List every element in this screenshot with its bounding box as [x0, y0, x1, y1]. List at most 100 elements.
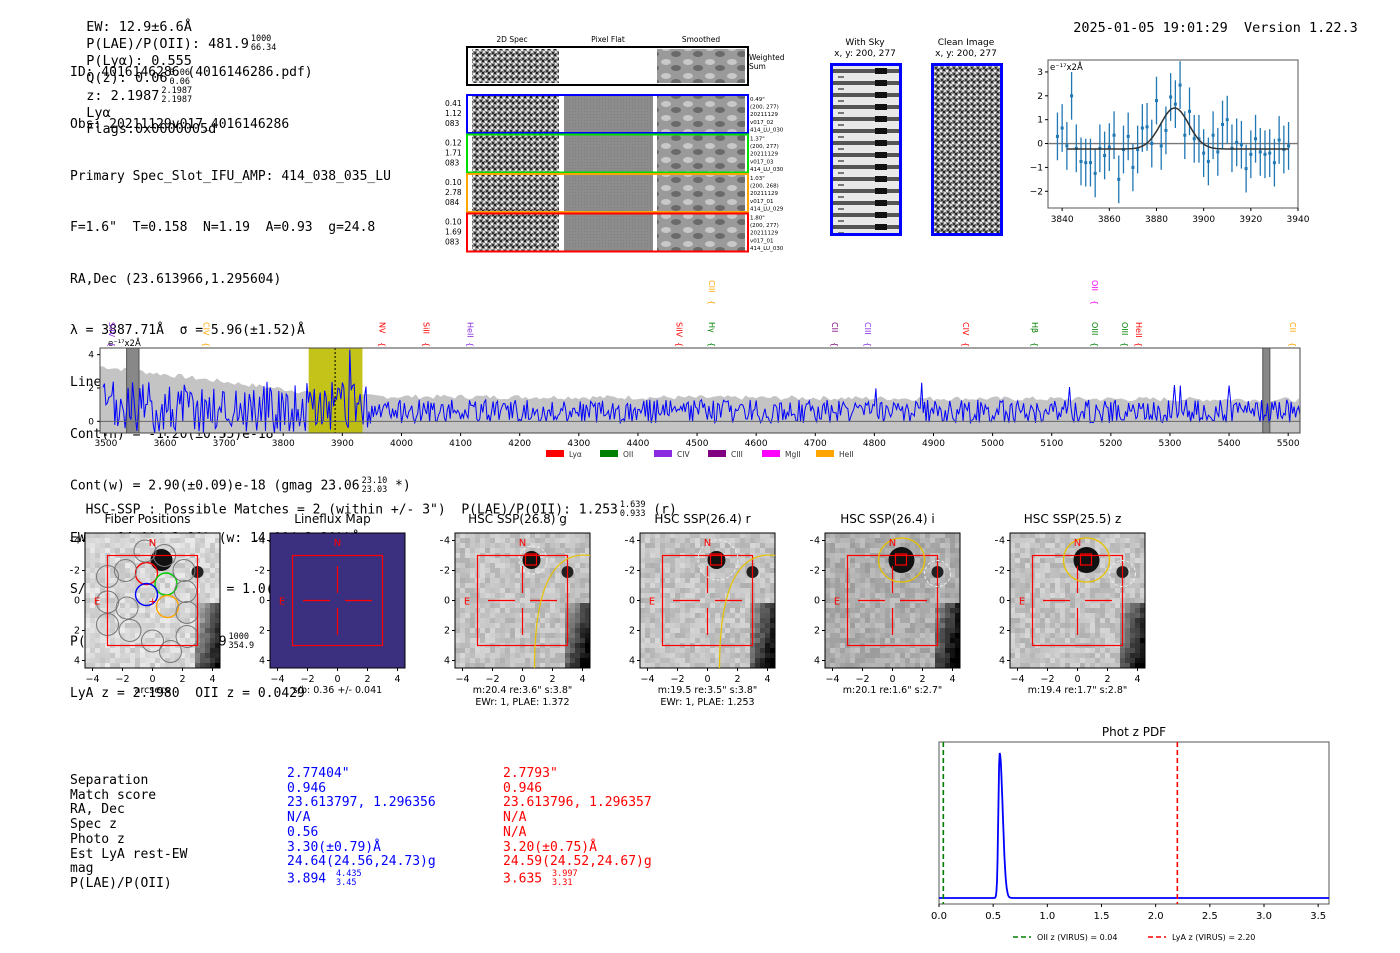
pixel — [570, 658, 575, 663]
pixel — [95, 568, 100, 573]
pixel — [150, 603, 155, 608]
pixel — [690, 583, 695, 588]
pixel — [1100, 633, 1105, 638]
pixel — [580, 603, 585, 608]
pixel — [910, 583, 915, 588]
pixel — [1135, 663, 1140, 668]
pixel — [1060, 608, 1065, 613]
pixel — [530, 663, 535, 668]
pixel — [1015, 653, 1020, 658]
pixel — [135, 563, 140, 568]
pixel — [680, 558, 685, 563]
pixel — [920, 618, 925, 623]
pixel — [535, 538, 540, 543]
pixel — [1025, 548, 1030, 553]
pixel — [700, 548, 705, 553]
pixel — [1080, 588, 1085, 593]
pixel — [700, 533, 705, 538]
pixel — [465, 658, 470, 663]
pixel — [550, 658, 555, 663]
pixel — [1010, 618, 1015, 623]
match-blue-values: 2.77404" 0.946 23.613797, 1.296356 N/A 0.56 3… — [287, 766, 436, 888]
pixel — [940, 663, 945, 668]
pixel — [540, 618, 545, 623]
pixel — [575, 548, 580, 553]
pixel — [680, 608, 685, 613]
pixel — [905, 648, 910, 653]
pixel — [125, 603, 130, 608]
pixel — [130, 563, 135, 568]
pixel — [900, 543, 905, 548]
pixel — [735, 603, 740, 608]
pixel — [465, 533, 470, 538]
pixel — [835, 618, 840, 623]
pixel — [1115, 588, 1120, 593]
pixel — [205, 638, 210, 643]
x-tick-label: 2.0 — [1148, 911, 1164, 922]
pixel — [1110, 663, 1115, 668]
pixel — [190, 613, 195, 618]
legend-item: CIV — [654, 450, 690, 459]
pixel — [135, 593, 140, 598]
pixel — [515, 628, 520, 633]
pixel — [115, 558, 120, 563]
compass-north: N — [334, 538, 341, 549]
pixel — [720, 623, 725, 628]
pixel — [920, 563, 925, 568]
data-point — [1216, 150, 1220, 154]
pixel — [190, 608, 195, 613]
pixel — [495, 593, 500, 598]
pixel — [700, 663, 705, 668]
pixel — [835, 663, 840, 668]
pixel — [825, 648, 830, 653]
pixel — [580, 633, 585, 638]
pixel — [640, 643, 645, 648]
pixel — [1060, 588, 1065, 593]
match-plae-range: 4.435 3.45 — [335, 868, 362, 888]
pixel — [720, 583, 725, 588]
pixel — [490, 648, 495, 653]
pixel — [915, 628, 920, 633]
pixel — [945, 583, 950, 588]
pixel — [880, 638, 885, 643]
pixel — [925, 533, 930, 538]
pixel — [1125, 573, 1130, 578]
pixel — [180, 573, 185, 578]
pixel — [860, 638, 865, 643]
pixel — [860, 533, 865, 538]
pixel — [1140, 623, 1145, 628]
pixel — [530, 618, 535, 623]
pixel — [670, 603, 675, 608]
pixel — [510, 623, 515, 628]
pixel — [1030, 663, 1035, 668]
pixel — [760, 663, 765, 668]
pixel — [665, 658, 670, 663]
pixel — [770, 588, 775, 593]
pixel — [835, 603, 840, 608]
pixel — [515, 623, 520, 628]
pixel — [1085, 593, 1090, 598]
pixel — [575, 658, 580, 663]
pixel — [1055, 623, 1060, 628]
pixel — [1055, 558, 1060, 563]
pixel — [725, 588, 730, 593]
pixel — [185, 638, 190, 643]
pixel — [215, 598, 220, 603]
pixel — [210, 628, 215, 633]
pixel — [1100, 588, 1105, 593]
pixel — [760, 658, 765, 663]
pixel — [720, 543, 725, 548]
pixel — [540, 578, 545, 583]
pixel — [710, 628, 715, 633]
pixel — [885, 563, 890, 568]
data-point — [1145, 125, 1149, 129]
pixel — [900, 603, 905, 608]
pixel — [650, 548, 655, 553]
pixel — [735, 538, 740, 543]
pixel — [740, 598, 745, 603]
pixel — [535, 648, 540, 653]
pixel — [480, 538, 485, 543]
pixel — [650, 663, 655, 668]
pixel — [1010, 613, 1015, 618]
pixel — [950, 573, 955, 578]
